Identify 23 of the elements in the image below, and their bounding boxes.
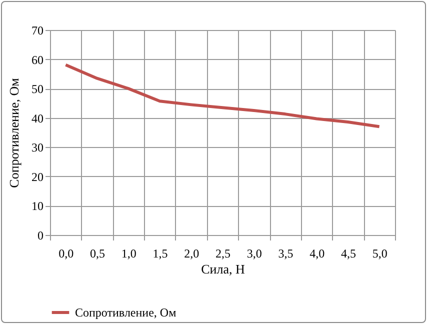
x-tick-label: 5,0 (372, 246, 388, 260)
y-tick-label: 0 (38, 228, 44, 242)
x-tick-label: 4,0 (310, 246, 325, 260)
x-tick-label: 1,0 (121, 246, 136, 260)
x-tick-label: 2,0 (184, 246, 200, 260)
y-tick-label: 20 (32, 170, 44, 184)
legend-label: Сопротивление, Ом (75, 306, 177, 320)
line-series (64, 63, 381, 128)
y-tick-label: 10 (32, 199, 44, 214)
y-tick-label: 40 (32, 111, 44, 126)
x-tick-label: 3,0 (246, 246, 262, 260)
y-tick-label: 30 (32, 140, 44, 155)
x-axis-title: Сила, Н (201, 262, 245, 276)
y-tick-label: 60 (32, 52, 44, 67)
x-tick-label: 0,0 (58, 246, 74, 260)
y-tick-label: 50 (32, 82, 44, 96)
y-axis-title: Сопротивление, Ом (6, 78, 22, 188)
x-tick-label: 4,5 (340, 246, 356, 260)
x-tick-label: 1,5 (152, 246, 168, 260)
x-tick-label: 3,5 (278, 246, 294, 260)
y-tick-label: 70 (32, 24, 44, 38)
x-tick-label: 0,5 (90, 246, 106, 260)
x-tick-label: 2,5 (216, 246, 230, 260)
